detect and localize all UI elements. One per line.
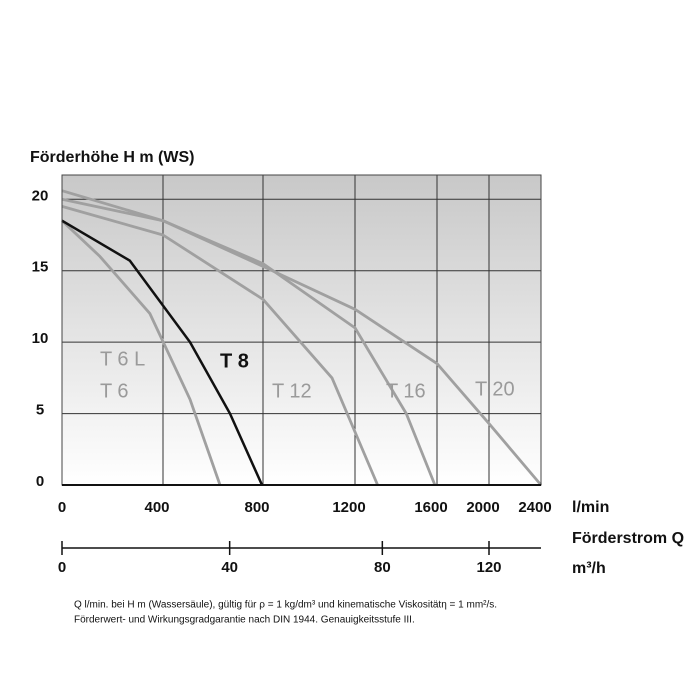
x2-tick-label: 120 <box>476 559 501 576</box>
curve-label: T 20 <box>475 378 515 400</box>
y-tick-label: 15 <box>32 259 49 276</box>
y-tick-label: 5 <box>36 402 44 419</box>
curve-label: T 12 <box>272 380 312 402</box>
curve-label: T 6 <box>100 380 129 402</box>
y-tick-label: 0 <box>36 473 44 490</box>
x2-axis-title: Förderstrom Q <box>572 530 684 547</box>
x-tick-label: 2000 <box>466 499 499 516</box>
x-tick-label: 0 <box>58 499 66 516</box>
x-tick-label: 1200 <box>332 499 365 516</box>
x-axis-title: l/min <box>572 499 609 516</box>
curve-label: T 16 <box>386 380 426 402</box>
plot-area <box>62 175 541 485</box>
x-tick-label: 2400 <box>518 499 551 516</box>
curve <box>61 219 264 486</box>
y-axis-title: Förderhöhe H m (WS) <box>30 149 194 166</box>
x2-tick-label: 40 <box>221 559 238 576</box>
curve <box>61 189 543 486</box>
x-tick-label: 1600 <box>414 499 447 516</box>
x2-axis-unit: m³/h <box>572 560 606 577</box>
curve <box>61 219 222 486</box>
x2-tick-label: 80 <box>374 559 391 576</box>
y-tick-label: 20 <box>32 187 49 204</box>
x2-tick-label: 0 <box>58 559 66 576</box>
footnote: Förderwert- und Wirkungsgradgarantie nac… <box>74 615 415 626</box>
curve-label: T 6 L <box>100 348 145 370</box>
curve <box>61 205 379 486</box>
x-tick-label: 400 <box>144 499 169 516</box>
y-tick-label: 10 <box>32 330 49 347</box>
x-tick-label: 800 <box>244 499 269 516</box>
footnote: Q l/min. bei H m (Wassersäule), gültig f… <box>74 600 497 611</box>
curve-label: T 8 <box>220 350 249 372</box>
